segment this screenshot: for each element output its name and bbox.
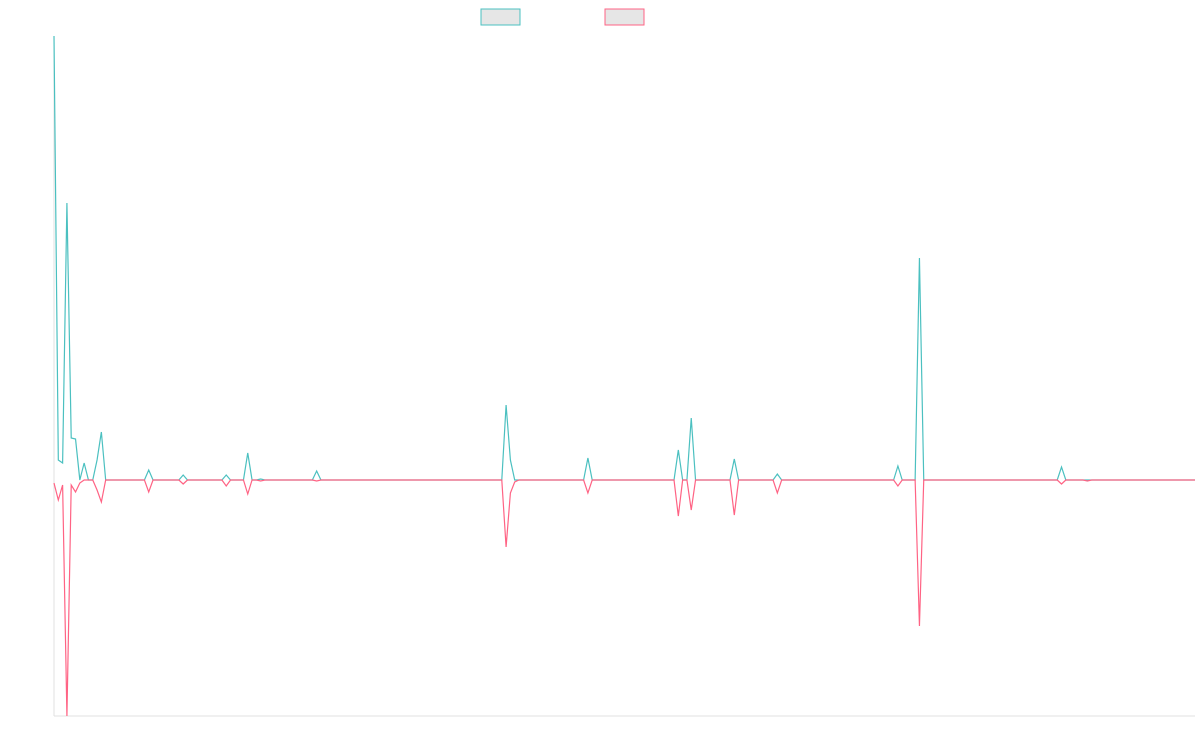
series-line <box>53 479 1195 717</box>
series-line <box>53 35 1195 481</box>
legend-swatch <box>604 8 645 26</box>
legend-swatch <box>480 8 521 26</box>
